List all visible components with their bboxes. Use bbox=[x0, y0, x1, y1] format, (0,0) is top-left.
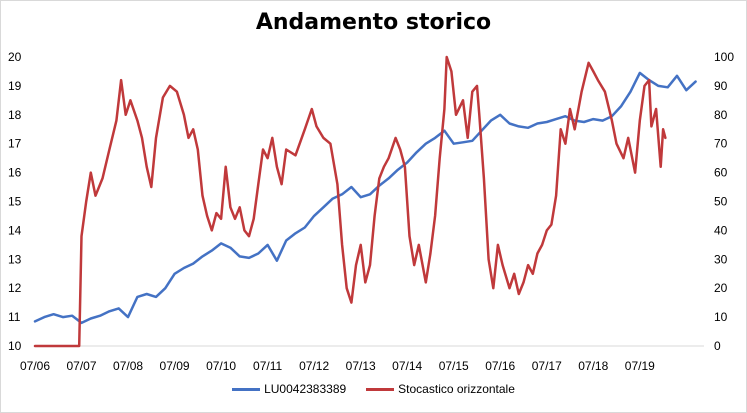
y-right-tick-label: 80 bbox=[714, 108, 728, 122]
legend-swatch-series-2 bbox=[366, 387, 395, 391]
x-tick-label: 07/14 bbox=[392, 359, 422, 373]
x-tick-label: 07/18 bbox=[578, 359, 608, 373]
y-left-tick-label: 16 bbox=[8, 166, 22, 180]
x-tick-label: 07/11 bbox=[253, 359, 282, 373]
legend-label-series-1: LU0042383389 bbox=[264, 382, 347, 396]
chart-title: Andamento storico bbox=[255, 10, 492, 35]
y-left-tick-label: 18 bbox=[8, 108, 22, 122]
y-right-tick-label: 90 bbox=[714, 79, 728, 93]
x-tick-label: 07/12 bbox=[299, 359, 329, 373]
x-tick-label: 07/16 bbox=[485, 359, 515, 373]
legend-label-series-2: Stocastico orizzontale bbox=[398, 382, 515, 396]
legend-item-series-1: LU0042383389 bbox=[232, 382, 346, 396]
y-left-tick-label: 13 bbox=[8, 252, 22, 266]
y-left-tick-label: 14 bbox=[8, 223, 22, 237]
y-right-tick-label: 20 bbox=[714, 281, 728, 295]
y-left-tick-label: 12 bbox=[8, 281, 22, 295]
x-tick-label: 07/10 bbox=[206, 359, 236, 373]
y-right-tick-label: 0 bbox=[714, 339, 721, 353]
y-left-tick-label: 19 bbox=[8, 79, 22, 93]
y-right-tick-label: 60 bbox=[714, 166, 728, 180]
y-right-tick-label: 30 bbox=[714, 252, 728, 266]
y-right-tick-label: 40 bbox=[714, 223, 728, 237]
series-line-1 bbox=[33, 71, 697, 325]
legend-swatch-series-1 bbox=[232, 387, 261, 391]
x-tick-label: 07/09 bbox=[160, 359, 190, 373]
y-right-tick-label: 70 bbox=[714, 137, 728, 151]
y-left-tick-label: 20 bbox=[8, 50, 22, 64]
chart-legend: LU0042383389 Stocastico orizzontale bbox=[0, 382, 747, 396]
x-tick-label: 07/06 bbox=[20, 359, 50, 373]
x-tick-label: 07/08 bbox=[113, 359, 143, 373]
y-right-tick-label: 100 bbox=[714, 50, 734, 64]
y-left-tick-label: 15 bbox=[8, 195, 22, 209]
series-line-2 bbox=[33, 55, 667, 348]
legend-item-series-2: Stocastico orizzontale bbox=[366, 382, 515, 396]
y-left-tick-label: 10 bbox=[8, 339, 22, 353]
x-tick-label: 07/13 bbox=[346, 359, 376, 373]
x-tick-label: 07/15 bbox=[439, 359, 469, 373]
x-tick-label: 07/19 bbox=[625, 359, 655, 373]
y-left-tick-label: 11 bbox=[8, 310, 21, 324]
y-right-tick-label: 50 bbox=[714, 195, 728, 209]
x-tick-label: 07/17 bbox=[532, 359, 562, 373]
x-tick-label: 07/07 bbox=[67, 359, 97, 373]
y-left-tick-label: 17 bbox=[8, 137, 22, 151]
y-right-tick-label: 10 bbox=[714, 310, 728, 324]
